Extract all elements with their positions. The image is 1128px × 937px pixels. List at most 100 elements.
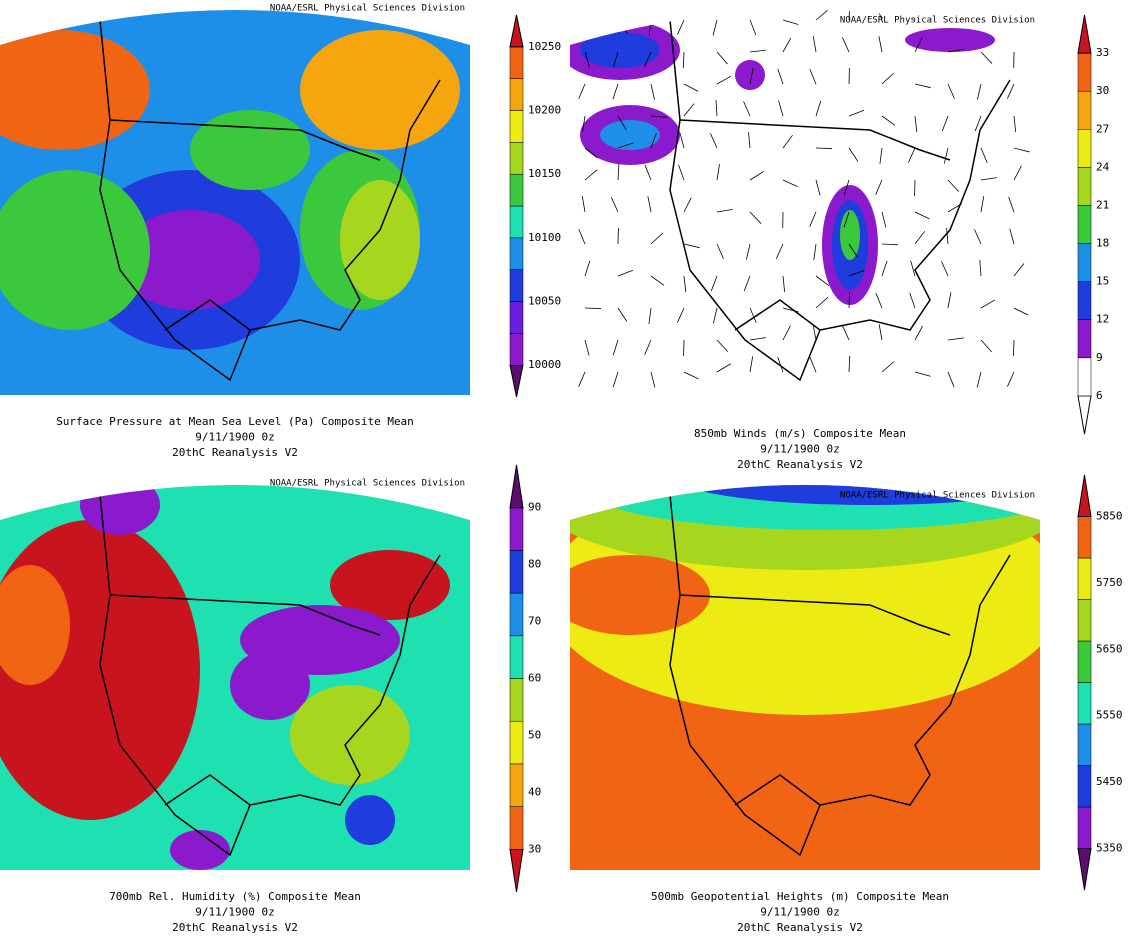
colorbar-segment	[509, 173, 524, 207]
wind-arrow	[843, 211, 850, 228]
colorbar-segment	[509, 635, 524, 679]
wind-arrow	[941, 261, 949, 277]
wind-arrow	[815, 10, 829, 21]
wind-arrow	[683, 197, 692, 213]
caption-title: 700mb Rel. Humidity (%) Composite Mean	[109, 890, 361, 903]
contour-region	[580, 32, 660, 68]
border	[679, 119, 951, 161]
contour-region	[570, 555, 710, 635]
wind-arrow	[715, 100, 718, 117]
colorbar-label: 9	[1096, 351, 1103, 364]
colorbar-segment	[509, 301, 524, 334]
colorbar-label: 30	[1096, 84, 1109, 97]
wind-arrow	[908, 147, 916, 163]
colorbar-segment	[1077, 765, 1092, 808]
wind-arrow	[782, 134, 793, 149]
wind-arrow	[782, 179, 798, 188]
contour-region	[120, 210, 260, 310]
wind-arrow	[980, 147, 988, 163]
wind-arrow	[881, 72, 895, 85]
wind-arrow	[914, 325, 923, 341]
wind-arrow	[683, 371, 699, 380]
colorbar-label: 5750	[1096, 576, 1123, 589]
colorbar-end	[509, 14, 524, 48]
wind-arrow	[584, 51, 590, 68]
colorbar-segment	[509, 806, 524, 850]
colorbar-segment	[509, 507, 524, 551]
credit: NOAA/ESRL Physical Sciences Division	[840, 16, 1035, 26]
wind-arrow	[809, 211, 817, 227]
contour-region	[230, 650, 310, 720]
colorbar-label: 10100	[528, 231, 561, 244]
colorbar-end	[1077, 848, 1092, 891]
colorbar-label: 10150	[528, 167, 561, 180]
wind-arrow	[677, 307, 685, 323]
colorbar-label: 5350	[1096, 842, 1123, 855]
map-panel	[0, 485, 470, 870]
wind-arrow	[980, 196, 985, 213]
wind-arrow	[947, 292, 952, 309]
wind-arrow	[712, 19, 718, 36]
wind-arrow	[914, 211, 930, 220]
wind-arrow	[815, 275, 830, 286]
wind-arrow	[749, 211, 762, 224]
wind-arrow	[612, 51, 619, 68]
wind-arrow	[716, 51, 728, 65]
border	[109, 119, 381, 161]
wind-arrow	[782, 19, 799, 25]
colorbar-label: 27	[1096, 122, 1109, 135]
wind-arrow	[947, 371, 955, 387]
wind-arrow	[980, 299, 996, 309]
colorbar-label: 12	[1096, 313, 1109, 326]
colorbar-label: 10200	[528, 104, 561, 117]
wind-arrow	[815, 179, 821, 196]
wind-arrow	[980, 339, 992, 353]
wind-arrow	[644, 339, 652, 355]
colorbar-segment	[509, 333, 524, 366]
wind-arrow	[1013, 263, 1025, 277]
wind-arrow	[683, 103, 695, 117]
colorbar-label: 5450	[1096, 775, 1123, 788]
colorbar-label: 24	[1096, 160, 1110, 173]
wind-arrow	[617, 164, 620, 181]
wind-arrow	[909, 292, 916, 309]
wind-arrow	[815, 147, 833, 149]
wind-arrow	[879, 147, 883, 164]
contour-region	[345, 795, 395, 845]
border	[734, 299, 821, 331]
wind-arrow	[712, 307, 718, 324]
caption-date: 9/11/1900 0z	[195, 431, 274, 444]
wind-arrow	[782, 37, 792, 53]
wind-arrow	[947, 179, 960, 193]
wind-arrow	[947, 48, 964, 53]
wind-arrow	[716, 75, 732, 85]
wind-arrow	[677, 19, 685, 35]
colorbar-segment	[509, 142, 524, 175]
wind-arrow	[848, 243, 858, 258]
wind-arrow	[582, 115, 586, 132]
wind-arrow	[875, 293, 883, 309]
wind-arrow	[749, 307, 757, 323]
wind-arrow	[650, 115, 667, 118]
wind-arrow	[584, 169, 598, 181]
wind-arrow	[584, 260, 591, 277]
coastline	[669, 494, 1011, 857]
colorbar-segment	[509, 720, 524, 765]
colorbar-segment	[1077, 281, 1092, 320]
caption-source: 20thC Reanalysis V2	[737, 921, 863, 934]
contour-region	[0, 170, 150, 330]
wind-arrow	[878, 324, 883, 341]
colorbar-label: 33	[1096, 46, 1109, 59]
wind-arrow	[650, 83, 655, 100]
caption-source: 20thC Reanalysis V2	[737, 458, 863, 471]
wind-arrow	[617, 142, 634, 149]
colorbar-segment	[509, 205, 524, 239]
colorbar-label: 90	[528, 501, 541, 514]
contour-region	[290, 685, 410, 785]
colorbar-label: 10050	[528, 295, 561, 308]
wind-arrow	[716, 363, 731, 373]
credit: NOAA/ESRL Physical Sciences Division	[840, 491, 1035, 501]
wind-arrow	[1013, 115, 1017, 132]
contour-region	[330, 550, 450, 620]
caption-date: 9/11/1900 0z	[760, 443, 839, 456]
